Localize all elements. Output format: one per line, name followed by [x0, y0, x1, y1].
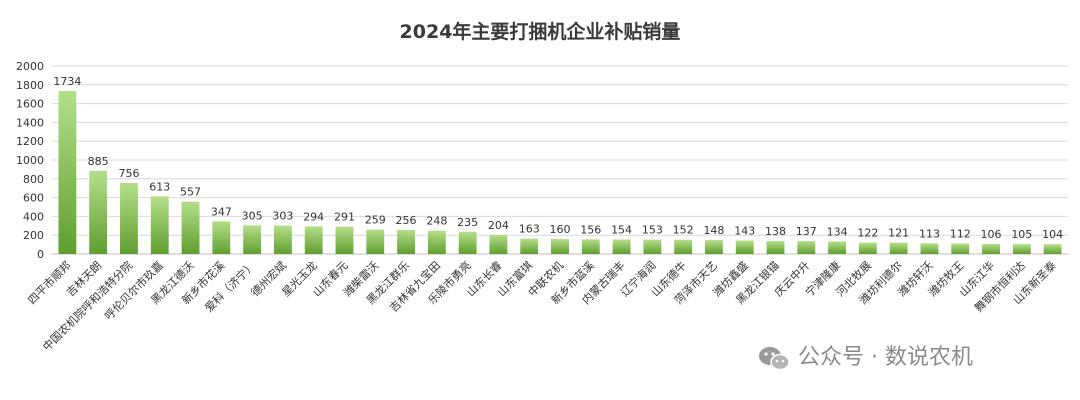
x-tick-label: 四平市顺邦 [25, 258, 74, 307]
bar [766, 241, 785, 254]
bar [120, 182, 138, 254]
data-label: 134 [827, 225, 848, 238]
bar [612, 239, 631, 254]
y-tick-label: 0 [37, 248, 44, 261]
bar [889, 242, 908, 254]
y-tick-label: 1000 [16, 154, 44, 167]
data-label: 204 [488, 219, 509, 232]
data-label: 294 [303, 210, 324, 223]
data-label: 259 [365, 214, 386, 227]
bar [89, 170, 108, 254]
data-label: 347 [211, 205, 232, 218]
data-label: 303 [272, 210, 293, 223]
y-tick-label: 400 [23, 210, 44, 223]
bar [1043, 244, 1062, 254]
data-label: 148 [703, 224, 724, 237]
wechat-icon [759, 347, 790, 371]
data-label: 113 [919, 227, 940, 240]
data-label: 112 [950, 227, 971, 240]
bar [858, 242, 877, 254]
watermark-text: 公众号 · 数说农机 [798, 345, 973, 370]
data-label: 557 [180, 186, 201, 199]
bar [951, 243, 970, 254]
data-label: 104 [1042, 228, 1063, 241]
bar [335, 226, 354, 254]
bars [58, 91, 1062, 254]
bar [643, 239, 662, 254]
bar [705, 240, 723, 254]
y-tick-label: 1400 [16, 116, 44, 129]
data-label: 235 [457, 216, 478, 229]
data-label: 152 [673, 224, 694, 237]
data-label: 305 [242, 209, 263, 222]
data-label: 160 [550, 223, 571, 236]
bar [458, 231, 477, 254]
bar [150, 196, 169, 254]
data-label: 885 [88, 155, 109, 168]
bar [920, 243, 939, 254]
bar [366, 229, 385, 254]
data-labels: 1734 885 756 613 557 347 305 303 294 291 259 256 248… [53, 75, 1063, 241]
bar [1012, 244, 1031, 254]
bar [58, 91, 77, 254]
data-label: 156 [580, 223, 601, 236]
y-tick-label: 1200 [16, 135, 44, 148]
y-tick-label: 1800 [16, 79, 44, 92]
y-tick-label: 800 [23, 173, 44, 186]
data-label: 105 [1011, 228, 1032, 241]
bar [581, 239, 600, 254]
bar [397, 229, 415, 254]
y-tick-label: 2000 [16, 60, 44, 73]
data-label: 248 [426, 215, 447, 228]
bar [982, 244, 1000, 254]
data-label: 613 [149, 180, 170, 193]
bar [551, 238, 569, 254]
data-label: 153 [642, 224, 663, 237]
data-label: 163 [519, 223, 540, 236]
bar [735, 240, 754, 254]
y-tick-label: 200 [23, 229, 44, 242]
data-label: 122 [857, 227, 878, 240]
bar [828, 241, 847, 254]
watermark: 公众号 · 数说农机 [759, 345, 973, 371]
y-tick-label: 600 [23, 192, 44, 205]
x-axis-ticks: 四平市顺邦吉林天朗中国农机院呼和浩特分院呼伦贝尔市玖嘉黑龙江德沃新乡市花溪爱科（… [25, 258, 1059, 353]
bar [674, 239, 693, 254]
data-label: 121 [888, 227, 909, 240]
chart-title: 2024年主要打捆机企业补贴销量 [400, 20, 681, 43]
data-label: 256 [396, 214, 417, 227]
bar [212, 221, 231, 254]
data-label: 143 [734, 225, 755, 238]
data-label: 1734 [53, 75, 81, 88]
bar [273, 225, 292, 254]
data-label: 137 [796, 225, 817, 238]
bar [427, 230, 446, 254]
bar [304, 226, 323, 254]
data-label: 154 [611, 224, 632, 237]
bar [243, 225, 262, 254]
bar [181, 201, 200, 254]
y-tick-label: 1600 [16, 98, 44, 111]
data-label: 756 [118, 167, 139, 180]
data-label: 291 [334, 211, 355, 224]
bar [520, 238, 539, 254]
data-label: 138 [765, 225, 786, 238]
data-label: 106 [981, 228, 1002, 241]
bar [489, 234, 508, 254]
bar [797, 241, 816, 254]
y-axis-ticks: 0 200 400 600 800 1000 1200 1400 1600 1800 2000 [16, 60, 44, 261]
